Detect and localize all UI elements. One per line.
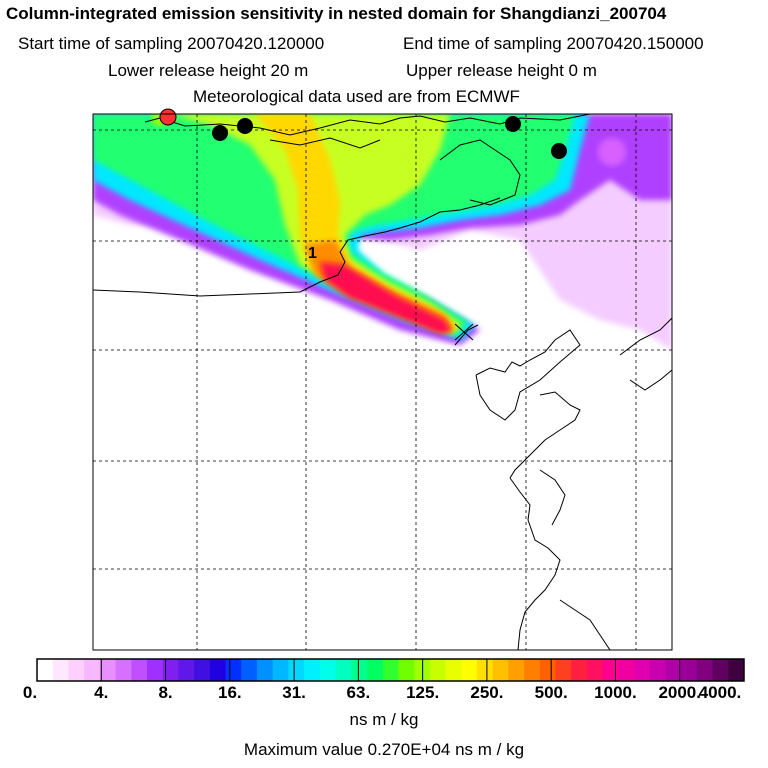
colorbar-swatch — [539, 659, 556, 681]
station-marker — [505, 116, 521, 132]
map-border — [92, 113, 673, 651]
colorbar-tick-label: 31. — [282, 683, 306, 702]
colorbar-tick-label: 0. — [22, 683, 38, 702]
colorbar-swatch — [571, 659, 588, 681]
colorbar-swatch — [225, 659, 242, 681]
colorbar-swatch — [382, 659, 399, 681]
colorbar-swatch — [555, 659, 572, 681]
colorbar-swatch — [508, 659, 525, 681]
colorbar-tick-label: 4. — [94, 683, 109, 702]
colorbar-swatch — [68, 659, 85, 681]
colorbar-swatch — [319, 659, 337, 681]
colorbar-swatch — [272, 659, 289, 681]
station-marker — [159, 108, 177, 126]
colorbar-swatch — [304, 659, 321, 681]
colorbar-ticks: 0. 4. 8. 16. 31. 63. 125. 250. 500. 1000. 2000. 400… — [0, 683, 768, 705]
colorbar-swatch — [728, 659, 745, 681]
colorbar-tick-label: 125. — [406, 683, 440, 702]
colorbar-swatch — [84, 659, 101, 681]
colorbar-tick-label: 16. — [217, 683, 242, 702]
station-marker — [212, 125, 228, 141]
maximum-value-label: Maximum value 0.270E+04 ns m / kg — [243, 740, 525, 759]
colorbar-swatch — [681, 659, 698, 681]
station-markers — [159, 108, 567, 159]
colorbar-swatch — [665, 659, 682, 681]
colorbar-swatch — [37, 659, 54, 681]
colorbar-swatch — [649, 659, 666, 681]
coastlines — [93, 114, 672, 650]
colorbar-swatch — [162, 659, 179, 681]
colorbar-swatch — [492, 659, 509, 681]
colorbar-swatch — [209, 659, 227, 681]
colorbar-frame — [36, 658, 745, 682]
colorbar-swatch — [52, 659, 69, 681]
colorbar-tick-label: 2000. — [658, 683, 701, 702]
map-grid — [93, 114, 672, 650]
colorbar-swatch — [194, 659, 211, 681]
colorbar-swatch — [146, 659, 164, 681]
colorbar-tick-label: 1000. — [594, 683, 637, 702]
colorbar-swatch — [429, 659, 446, 681]
colorbar-swatch — [634, 659, 651, 681]
colorbar-swatch — [445, 659, 462, 681]
colorbar-swatch — [288, 659, 305, 681]
colorbar-swatch — [351, 659, 368, 681]
colorbar-swatch — [524, 659, 541, 681]
end-sampling-label: End time of sampling 20070420.150000 — [403, 34, 704, 53]
colorbar-swatch — [461, 659, 478, 681]
colorbar-swatch — [241, 659, 258, 681]
colorbar-swatch — [115, 659, 132, 681]
colorbar-tick-label: 250. — [470, 683, 504, 702]
lower-release-label: Lower release height 20 m — [108, 61, 309, 80]
colorbar-swatch — [178, 659, 195, 681]
colorbar-tick-label: 4000. — [698, 683, 742, 702]
colorbar-swatch — [618, 659, 635, 681]
colorbar-swatch — [696, 659, 714, 681]
colorbar-tick-label: 8. — [158, 683, 173, 702]
upper-release-label: Upper release height 0 m — [406, 61, 597, 80]
colorbar-tick-label: 500. — [534, 683, 568, 702]
colorbar-swatch — [256, 659, 274, 681]
colorbar-swatch — [476, 659, 494, 681]
colorbar-swatch — [712, 659, 729, 681]
trajectory-marker-label: 1 — [308, 245, 317, 262]
plot-title: Column-integrated emission sensitivity i… — [6, 4, 667, 23]
station-marker — [551, 143, 567, 159]
colorbar-swatch — [335, 659, 352, 681]
colorbar-swatch — [398, 659, 415, 681]
colorbar-tick-label: 63. — [346, 683, 371, 702]
colorbar-swatch — [131, 659, 148, 681]
colorbar-swatch — [602, 659, 619, 681]
met-data-label: Meteorological data used are from ECMWF — [193, 87, 520, 106]
colorbar — [36, 658, 745, 682]
colorbar-swatch — [366, 659, 384, 681]
station-marker — [237, 118, 253, 134]
release-site-marker — [454, 323, 474, 341]
colorbar-units: ns m / kg — [349, 710, 419, 729]
start-sampling-label: Start time of sampling 20070420.120000 — [18, 34, 325, 53]
sensitivity-field — [93, 114, 672, 350]
colorbar-swatch — [586, 659, 604, 681]
colorbar-swatch — [99, 659, 117, 681]
